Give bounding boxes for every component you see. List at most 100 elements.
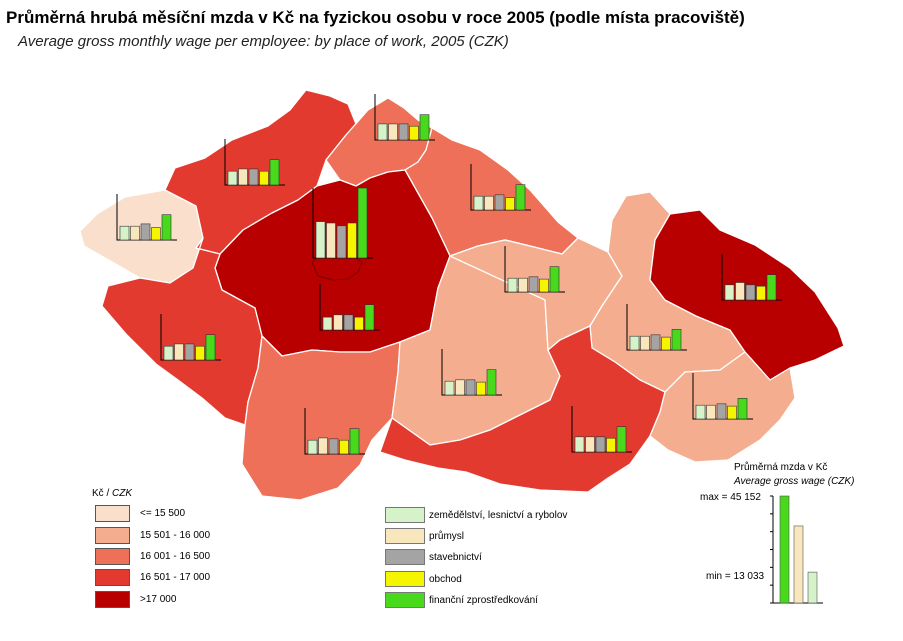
- region-chart-bar: [343, 314, 354, 331]
- legend-category-2: průmysl: [385, 528, 464, 544]
- region-chart-bar: [661, 336, 671, 351]
- legend-category-swatch: [385, 549, 425, 565]
- region-chart-bar: [377, 123, 388, 141]
- legend-class-swatch: [95, 527, 130, 544]
- region-chart-bar: [195, 345, 205, 361]
- region-chart-bar: [766, 274, 777, 301]
- region-chart-bar: [398, 123, 409, 141]
- region-chart-bar: [695, 404, 706, 420]
- region-chart-bar: [354, 316, 364, 331]
- region-chart-bar: [322, 316, 333, 331]
- legend-category-3: stavebnictví: [385, 549, 482, 565]
- mini-chart-min-label: min = 13 033: [706, 571, 765, 582]
- region-chart-bar: [606, 437, 616, 453]
- legend-category-swatch: [385, 592, 425, 608]
- region-chart-bar: [549, 266, 560, 293]
- region-jihocesky: [241, 335, 401, 501]
- region-chart-bar: [315, 221, 326, 259]
- legend-class-swatch: [95, 591, 130, 608]
- region-chart-zlinsky: [692, 373, 753, 420]
- region-chart-bar: [347, 222, 357, 259]
- region-chart-bar: [328, 438, 339, 455]
- region-chart-bar: [574, 436, 585, 453]
- region-chart-bar: [473, 195, 484, 211]
- mini-chart-max-label: max = 45 152: [700, 492, 761, 503]
- legend-class-swatch: [95, 505, 130, 522]
- legend-class-label: 16 501 - 17 000: [140, 572, 211, 583]
- region-chart-bar: [465, 379, 476, 396]
- region-chart-ustecky: [224, 139, 285, 186]
- region-chart-bar: [130, 225, 140, 241]
- region-chart-bar: [174, 343, 184, 361]
- mini-chart-bar: [793, 525, 804, 604]
- region-chart-bar: [388, 123, 398, 141]
- region-chart-bar: [238, 168, 248, 186]
- region-chart-olomoucky: [626, 304, 687, 351]
- legend-category-swatch: [385, 507, 425, 523]
- region-chart-bar: [269, 159, 280, 186]
- region-chart-bar: [419, 114, 430, 141]
- region-chart-bar: [444, 380, 455, 396]
- region-chart-bar: [727, 405, 737, 420]
- region-chart-bar: [671, 328, 682, 351]
- region-chart-bar: [339, 439, 349, 455]
- region-chart-pardubicky: [504, 246, 565, 293]
- region-chart-bar: [507, 277, 518, 293]
- region-chart-bar: [539, 278, 549, 293]
- page-subtitle: Average gross monthly wage per employee:…: [18, 33, 509, 50]
- region-chart-bar: [476, 381, 486, 396]
- legend-class-label: >17 000: [140, 594, 177, 605]
- region-chart-bar: [455, 379, 465, 396]
- region-chart-kralovehradecky: [470, 164, 531, 211]
- region-chart-moravskoslezsky: [721, 254, 782, 301]
- region-chart-jihomoravsky: [571, 406, 632, 453]
- legend-category-label: zemědělství, lesnictví a rybolov: [429, 509, 568, 521]
- region-chart-bar: [119, 225, 130, 241]
- page-title: Průměrná hrubá měsíční mzda v Kč na fyzi…: [6, 8, 745, 27]
- legend-class-label: <= 15 500: [140, 508, 186, 519]
- legend-category-label: stavebnictví: [429, 551, 482, 563]
- region-chart-bar: [205, 334, 216, 361]
- legend-class-swatch: [95, 548, 130, 565]
- region-chart-bar: [184, 343, 195, 361]
- mini-chart-title: Průměrná mzda v Kč: [734, 462, 828, 473]
- region-chart-bar: [409, 125, 419, 141]
- legend-class-label: 15 501 - 16 000: [140, 530, 211, 541]
- mini-chart-bar: [779, 495, 790, 604]
- region-chart-jihocesky: [304, 408, 365, 455]
- legend-class-2: 15 501 - 16 000: [95, 527, 210, 544]
- region-chart-bar: [486, 369, 497, 396]
- region-chart-praha: [312, 187, 373, 259]
- region-chart-bar: [318, 437, 328, 455]
- legend-category-1: zemědělství, lesnictví a rybolov: [385, 507, 567, 523]
- region-chart-vysocina: [441, 349, 502, 396]
- legend-class-3: 16 001 - 16 500: [95, 548, 210, 565]
- region-chart-bar: [484, 195, 494, 211]
- region-chart-liberecky: [374, 94, 435, 141]
- legend-class-1: <= 15 500: [95, 505, 185, 522]
- region-chart-bar: [756, 285, 766, 301]
- region-chart-bar: [494, 194, 505, 211]
- region-chart-bar: [161, 214, 172, 241]
- legend-category-4: obchod: [385, 571, 462, 587]
- region-chart-bar: [140, 223, 151, 241]
- legend-category-5: finanční zprostředkování: [385, 592, 538, 608]
- region-chart-plzensky: [160, 314, 221, 361]
- legend-category-swatch: [385, 528, 425, 544]
- region-chart-bar: [735, 282, 745, 301]
- region-chart-bar: [724, 284, 735, 301]
- mini-chart-subtitle: Average gross wage (CZK): [734, 476, 855, 487]
- region-chart-bar: [336, 225, 347, 259]
- region-chart-bar: [585, 436, 595, 453]
- region-chart-bar: [333, 314, 343, 331]
- region-chart-bar: [364, 304, 375, 331]
- region-chart-bar: [505, 197, 515, 211]
- legend-category-swatch: [385, 571, 425, 587]
- region-chart-bar: [528, 276, 539, 293]
- region-chart-bar: [650, 334, 661, 351]
- region-chart-bar: [349, 428, 360, 455]
- region-chart-bar: [518, 277, 528, 293]
- region-chart-bar: [706, 404, 716, 420]
- region-chart-bar: [259, 170, 269, 186]
